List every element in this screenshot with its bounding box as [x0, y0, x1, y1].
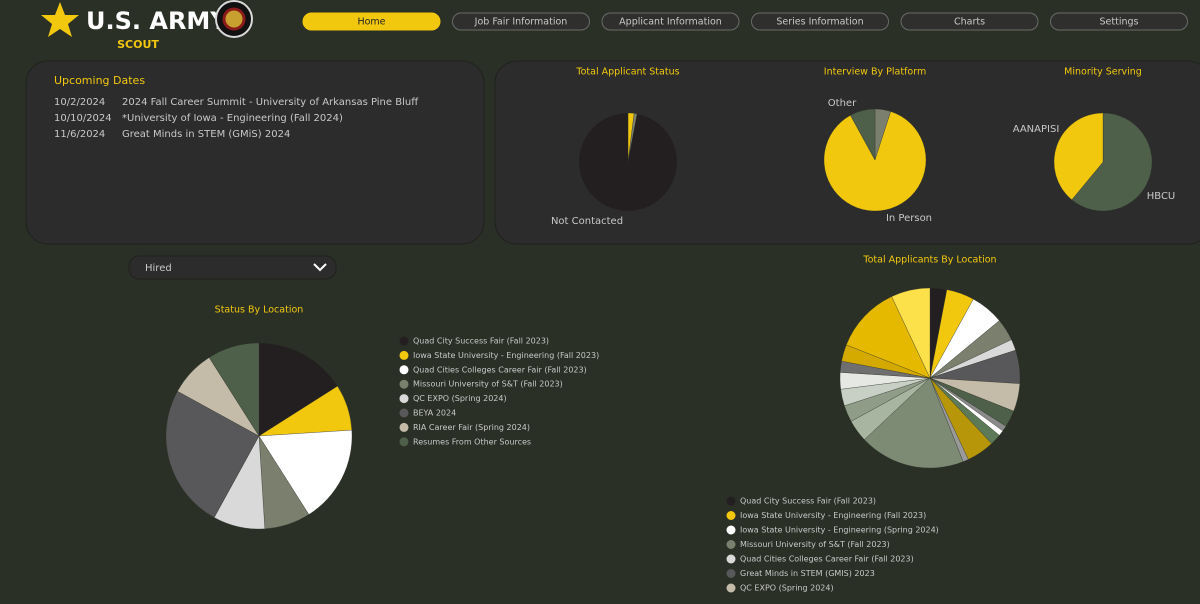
legend-label: BEYA 2024	[413, 409, 456, 418]
dates-panel	[25, 60, 485, 245]
nav-button[interactable]	[601, 12, 740, 31]
nav-label: Home	[357, 17, 385, 28]
date: 11/6/2024	[54, 129, 105, 140]
legend-label: QC EXPO (Spring 2024)	[740, 584, 834, 593]
nav-button[interactable]	[452, 12, 590, 31]
legend-swatch	[399, 336, 409, 346]
legend-label: Missouri University of S&T (Fall 2023)	[413, 380, 563, 389]
legend-label: Quad Cities Colleges Career Fair (Fall 2…	[413, 365, 587, 374]
pie-slice	[850, 108, 876, 161]
dropdown-box[interactable]	[128, 255, 337, 280]
pie-slice	[1053, 112, 1104, 200]
chart-title: Status By Location	[215, 305, 304, 316]
legend-swatch	[399, 365, 409, 375]
event: *University of Iowa - Engineering (Fall …	[122, 113, 343, 124]
legend-swatch	[726, 496, 736, 506]
legend-swatch	[399, 437, 409, 447]
dates-title: Upcoming Dates	[54, 74, 145, 87]
pie-slice	[823, 111, 927, 212]
dropdown-arrow	[313, 263, 327, 272]
slice-label: Other	[828, 98, 857, 109]
legend-label: RIA Career Fair (Spring 2024)	[413, 423, 530, 432]
event: Great Minds in STEM (GMiS) 2024	[122, 129, 290, 140]
event: 2024 Fall Career Summit - University of …	[122, 97, 419, 108]
legend-swatch	[726, 569, 736, 578]
legend-swatch	[726, 511, 736, 520]
nav-label: Charts	[954, 17, 985, 28]
legend-label: Iowa State University - Engineering (Spr…	[740, 526, 939, 535]
chart-title: Total Applicant Status	[575, 67, 679, 78]
legend-label: Quad Cities Colleges Career Fair (Fall 2…	[740, 555, 914, 564]
slice-label: Not Contacted	[551, 216, 623, 227]
legend-label: Quad City Success Fair (Fall 2023)	[413, 337, 549, 346]
nav-label: Settings	[1100, 17, 1139, 28]
pie-slice	[208, 342, 260, 437]
nav-button[interactable]	[1050, 12, 1188, 31]
legend-swatch	[399, 379, 409, 389]
legend-label: Iowa State University - Engineering (Fal…	[740, 511, 926, 520]
pie-slice	[1071, 112, 1153, 212]
legend-label: QC EXPO (Spring 2024)	[413, 394, 507, 403]
nav-button[interactable]	[751, 12, 889, 31]
pie-slice	[165, 390, 260, 518]
legend-label: Quad City Success Fair (Fall 2023)	[740, 497, 876, 506]
pie-slice	[846, 296, 931, 379]
filter-dropdown[interactable]: Hired	[128, 255, 337, 280]
dropdown-value: Hired	[145, 263, 172, 274]
pie-slice	[864, 377, 964, 469]
emblem-inner	[222, 7, 246, 31]
brand-sub: SCOUT	[117, 38, 159, 51]
legend-swatch	[399, 408, 409, 418]
nav-label: Series Information	[776, 17, 863, 28]
date: 10/2/2024	[54, 97, 105, 108]
chart-title: Total Applicants By Location	[862, 255, 996, 266]
legend-swatch	[726, 583, 736, 593]
legend-swatch	[726, 554, 736, 564]
pie-slice	[891, 287, 931, 379]
nav-button[interactable]	[302, 12, 441, 31]
legend-swatch	[399, 394, 409, 404]
legend-swatch	[726, 525, 736, 535]
slice-label: HBCU	[1147, 191, 1176, 202]
nav-label: Job Fair Information	[474, 17, 568, 28]
pie-slice	[258, 342, 338, 437]
logo: U.S. ARMY SCOUT	[41, 0, 253, 51]
legend-swatch	[399, 350, 409, 360]
brand: U.S. ARMY	[86, 7, 228, 35]
legend-label: Missouri University of S&T (Fall 2023)	[740, 540, 890, 549]
legend-swatch	[726, 540, 736, 549]
legend-label: Iowa State University - Engineering (Fal…	[413, 351, 599, 360]
chart-title: Minority Serving	[1064, 67, 1142, 78]
legend-label: Great Minds in STEM (GMIS) 2023	[740, 569, 875, 578]
pie-slice	[258, 430, 353, 515]
nav-label: Applicant Information	[619, 17, 722, 28]
slice-label: In Person	[886, 213, 932, 224]
pie-slice	[578, 112, 678, 212]
nav-button[interactable]	[900, 12, 1039, 31]
date: 10/10/2024	[54, 113, 112, 124]
star-icon	[41, 2, 79, 37]
legend-swatch	[399, 422, 409, 432]
slice-label: AANAPISI	[1013, 124, 1060, 135]
legend-label: Resumes From Other Sources	[413, 437, 531, 446]
chart-title: Interview By Platform	[824, 67, 926, 78]
